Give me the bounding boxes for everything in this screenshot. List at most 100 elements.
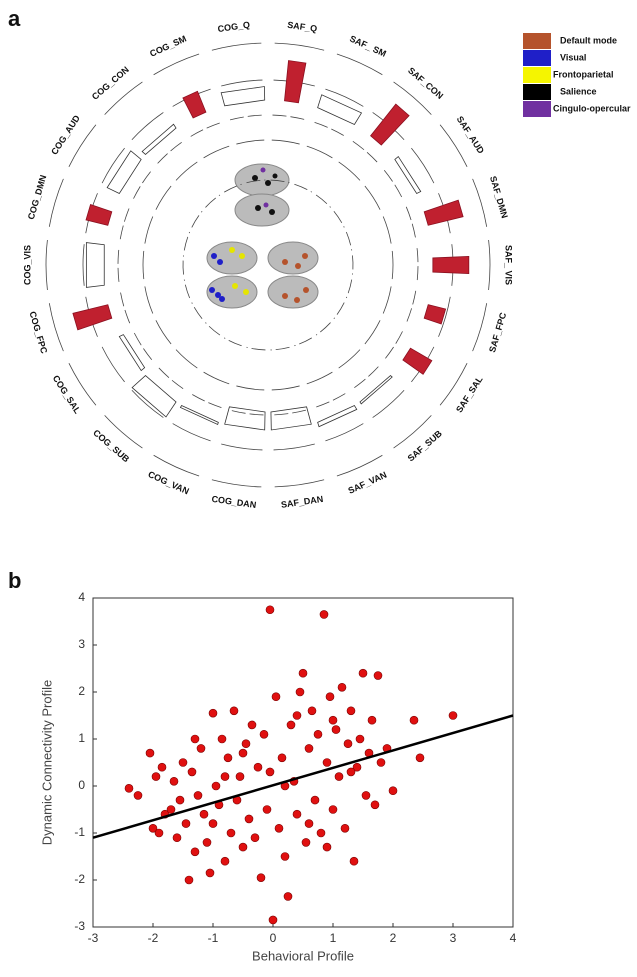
ring: [119, 206, 131, 240]
ring: [382, 216, 392, 244]
legend-label: Salience: [560, 86, 597, 96]
x-tick-label: -3: [88, 931, 99, 945]
point: [199, 809, 209, 819]
ring: [224, 337, 242, 347]
ring: [183, 231, 191, 251]
brain: [267, 241, 319, 275]
point: [334, 772, 344, 781]
ring: [314, 393, 346, 408]
ring: [246, 179, 266, 184]
ring: [157, 140, 184, 164]
ring: [405, 206, 417, 240]
point: [361, 791, 371, 800]
point: [166, 805, 176, 814]
point: [226, 828, 236, 838]
radial-bar: [85, 242, 105, 288]
radial-bar: [284, 60, 307, 104]
ring: [333, 211, 345, 228]
radial-bar: [106, 150, 142, 194]
x-tick-label: -2: [148, 931, 159, 945]
point: [238, 842, 248, 852]
category-label: COG_SM: [148, 33, 188, 58]
ring: [153, 454, 200, 477]
radial-bar: [179, 405, 219, 426]
radial-bar: [317, 405, 358, 428]
point: [193, 791, 203, 800]
point: [415, 753, 425, 763]
point: [253, 762, 263, 772]
ring: [383, 169, 403, 199]
point: [346, 767, 356, 777]
ring: [315, 322, 331, 336]
y-tick-label: 4: [78, 590, 85, 604]
ring: [82, 244, 85, 286]
fit-line: [92, 714, 514, 839]
ring: [274, 479, 325, 488]
point: [343, 739, 353, 749]
ring: [345, 279, 353, 299]
ring: [101, 346, 125, 383]
category-label: SAF_ VIS: [504, 245, 514, 285]
point: [322, 758, 332, 767]
point: [145, 748, 155, 758]
ring: [221, 79, 263, 87]
ring: [236, 139, 265, 145]
y-tick-label: 1: [78, 731, 85, 745]
category-label: COG_SUB: [91, 428, 132, 465]
point: [217, 734, 227, 744]
ring: [325, 423, 364, 442]
ring: [183, 279, 191, 299]
point: [370, 800, 380, 810]
point: [196, 744, 206, 753]
x-axis-label: Behavioral Profile: [252, 948, 354, 963]
ring: [142, 250, 145, 280]
point: [250, 833, 260, 843]
ring: [270, 179, 290, 184]
category-label: SAF_DMN: [488, 175, 510, 220]
brain: [234, 193, 290, 227]
category-label: SAF_DAN: [280, 494, 324, 510]
point: [205, 868, 215, 878]
ring: [333, 302, 345, 319]
ring: [224, 183, 242, 193]
ring: [338, 349, 361, 369]
category-label: COG_DMN: [26, 174, 49, 221]
y-tick-label: 0: [78, 778, 85, 792]
point: [262, 805, 272, 814]
category-label: SAF_SUB: [406, 428, 445, 463]
point: [172, 833, 182, 843]
ring: [101, 147, 125, 184]
point: [184, 875, 194, 885]
point: [256, 873, 266, 882]
ring: [306, 145, 333, 159]
ring: [274, 42, 325, 51]
point: [328, 805, 338, 814]
point: [241, 739, 251, 749]
point: [280, 852, 290, 861]
point: [208, 819, 218, 828]
point: [157, 762, 167, 772]
point: [190, 847, 200, 857]
ring: [438, 296, 451, 337]
point: [211, 781, 221, 791]
category-label: SAF_FPC: [487, 311, 508, 354]
legend-label: Frontoparietal: [553, 69, 614, 79]
radial-bar: [423, 199, 464, 226]
point: [313, 729, 323, 739]
ring: [68, 363, 97, 406]
radial-bar: [85, 204, 113, 226]
ring: [191, 302, 203, 319]
x-tick-label: -1: [208, 931, 219, 945]
radial-bar: [72, 304, 113, 331]
ring: [211, 479, 262, 488]
point: [340, 823, 350, 833]
ring: [229, 409, 264, 416]
radial-bar: [224, 406, 266, 431]
point: [376, 758, 386, 767]
x-tick-label: 0: [270, 931, 277, 945]
ring: [391, 250, 394, 280]
y-tick-label: -3: [74, 919, 85, 933]
ring: [117, 248, 120, 282]
point: [337, 682, 347, 692]
point: [148, 823, 158, 833]
